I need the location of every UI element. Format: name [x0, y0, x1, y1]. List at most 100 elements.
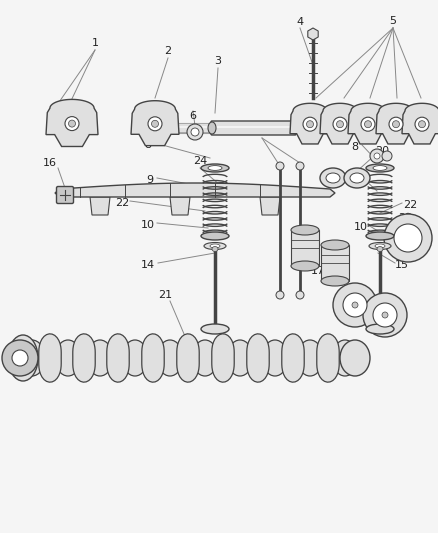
Polygon shape [39, 334, 61, 382]
Text: 20: 20 [374, 146, 388, 156]
Polygon shape [246, 334, 268, 382]
Text: 23: 23 [254, 126, 268, 136]
Polygon shape [347, 103, 387, 144]
Circle shape [342, 293, 366, 317]
Ellipse shape [339, 340, 369, 376]
Polygon shape [401, 103, 438, 144]
Ellipse shape [122, 340, 148, 376]
Polygon shape [307, 28, 318, 40]
Ellipse shape [55, 340, 81, 376]
Text: 24: 24 [192, 156, 207, 166]
Text: 16: 16 [43, 158, 57, 168]
Text: 15: 15 [394, 260, 408, 270]
Polygon shape [141, 334, 164, 382]
Polygon shape [211, 334, 234, 382]
Ellipse shape [8, 335, 38, 381]
Circle shape [373, 153, 379, 159]
Text: 10: 10 [141, 220, 155, 230]
Ellipse shape [319, 168, 345, 188]
Text: 4: 4 [296, 17, 303, 27]
Polygon shape [46, 100, 98, 147]
Ellipse shape [201, 324, 229, 334]
Ellipse shape [290, 261, 318, 271]
Polygon shape [106, 334, 129, 382]
Circle shape [68, 120, 75, 127]
Text: 8: 8 [351, 142, 358, 152]
Ellipse shape [226, 340, 252, 376]
Circle shape [295, 291, 303, 299]
Ellipse shape [87, 340, 113, 376]
Ellipse shape [19, 340, 45, 376]
Circle shape [12, 350, 28, 366]
Circle shape [393, 224, 421, 252]
Circle shape [417, 120, 424, 128]
Ellipse shape [368, 243, 390, 249]
Polygon shape [170, 197, 190, 215]
Text: 21: 21 [158, 290, 172, 300]
Ellipse shape [191, 340, 218, 376]
Circle shape [364, 120, 371, 128]
Polygon shape [55, 183, 334, 197]
Circle shape [372, 303, 396, 327]
Ellipse shape [374, 244, 384, 248]
Text: 2: 2 [164, 46, 171, 56]
Polygon shape [319, 103, 359, 144]
Ellipse shape [325, 173, 339, 183]
Circle shape [351, 302, 357, 308]
Text: 9: 9 [146, 175, 153, 185]
Polygon shape [375, 103, 415, 144]
Circle shape [302, 117, 316, 131]
Circle shape [332, 117, 346, 131]
Ellipse shape [261, 340, 287, 376]
Circle shape [383, 214, 431, 262]
Text: 25: 25 [397, 213, 411, 223]
Ellipse shape [212, 246, 218, 252]
Text: 3: 3 [214, 56, 221, 66]
Polygon shape [316, 334, 339, 382]
Ellipse shape [204, 243, 226, 249]
Ellipse shape [376, 246, 382, 252]
Text: 22: 22 [115, 198, 129, 208]
Circle shape [388, 117, 402, 131]
Text: 8: 8 [144, 140, 151, 150]
Ellipse shape [201, 232, 229, 240]
Ellipse shape [331, 340, 357, 376]
Circle shape [187, 124, 202, 140]
Ellipse shape [320, 276, 348, 286]
Circle shape [151, 120, 158, 127]
Circle shape [362, 293, 406, 337]
Polygon shape [90, 197, 110, 215]
Ellipse shape [365, 232, 393, 240]
Circle shape [414, 117, 428, 131]
Ellipse shape [297, 340, 322, 376]
Circle shape [295, 162, 303, 170]
Circle shape [148, 117, 162, 131]
Ellipse shape [320, 240, 348, 250]
Text: 26: 26 [342, 308, 356, 318]
Ellipse shape [209, 244, 219, 248]
Ellipse shape [372, 166, 386, 171]
Ellipse shape [157, 340, 183, 376]
Text: 6: 6 [363, 115, 370, 125]
Text: 10: 10 [353, 222, 367, 232]
Text: 5: 5 [389, 16, 396, 26]
Polygon shape [131, 101, 179, 146]
Circle shape [332, 283, 376, 327]
Text: 17: 17 [310, 266, 324, 276]
Circle shape [276, 162, 283, 170]
Circle shape [191, 128, 198, 136]
Ellipse shape [349, 173, 363, 183]
Polygon shape [320, 245, 348, 281]
Polygon shape [259, 197, 279, 215]
Polygon shape [290, 103, 329, 144]
Ellipse shape [365, 164, 393, 172]
Polygon shape [73, 334, 95, 382]
Circle shape [2, 340, 38, 376]
Circle shape [381, 151, 391, 161]
Circle shape [381, 312, 387, 318]
Polygon shape [290, 230, 318, 266]
Text: 22: 22 [402, 200, 416, 210]
Ellipse shape [208, 166, 222, 171]
Ellipse shape [343, 168, 369, 188]
Circle shape [369, 149, 383, 163]
